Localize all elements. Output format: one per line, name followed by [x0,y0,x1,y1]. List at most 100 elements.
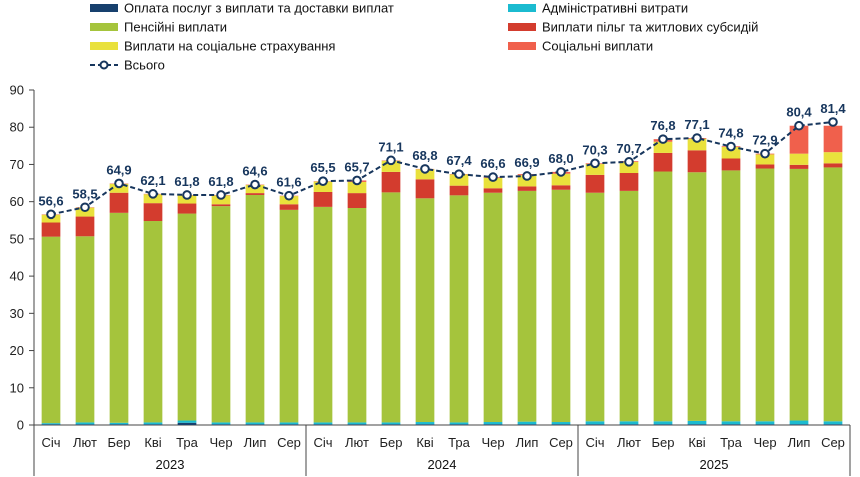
total-labels: 56,6 58,5 64,9 62,1 61,8 61,8 64,6 61,6 65,5 65,7… [38,101,846,208]
total-point [420,164,430,174]
total-data-label: 71,1 [378,139,403,154]
total-data-label: 68,8 [412,148,437,163]
total-data-label: 76,8 [650,118,675,133]
total-point [318,176,328,186]
x-tick-label: Січ [41,435,60,450]
bar-segment [755,424,775,425]
bar-segment [585,192,605,422]
bar-segment [245,194,265,423]
bar-segment [347,424,367,425]
total-point [386,155,396,166]
total-point [556,167,566,177]
legend-label: Всього [124,58,165,73]
bar-segment [653,171,673,422]
x-tick-label: Січ [585,435,604,450]
bar-segment [721,421,741,425]
bar-segment [245,193,265,195]
total-point [658,134,668,144]
bar-segment [313,206,333,423]
total-data-label: 68,0 [548,151,573,166]
total-data-label: 80,4 [786,105,812,120]
bar-segment [109,422,129,425]
total-data-label: 65,5 [310,160,335,175]
bar-segment [585,424,605,425]
bar-segment [415,179,435,199]
bar-segment [313,191,333,207]
x-tick-label: Лют [73,435,97,450]
total-point [760,148,770,159]
bar-segment [687,420,707,425]
total-data-label: 56,6 [38,193,63,208]
bar-segment [41,424,61,425]
total-data-label: 61,6 [276,175,301,190]
x-tick-label: Тра [176,435,198,450]
bar-segment [551,422,571,425]
bar-segment [381,424,401,425]
bar-segment [211,424,231,425]
bar-segment [75,216,95,237]
bar-segment [721,146,741,159]
bar-segment [789,153,809,165]
bar-segment [41,423,61,425]
total-data-label: 61,8 [208,174,233,189]
total-point [250,179,260,190]
total-point [148,189,158,199]
bar-segment [619,424,639,425]
bar-segment [687,138,707,151]
bar-segment [721,170,741,422]
bar-segment [415,169,435,180]
bar-segment [449,185,469,196]
bar-segment [789,420,809,425]
bar-segment [313,424,333,425]
bar-segment [517,175,537,187]
bar-segment [721,158,741,171]
bar-segment [177,203,197,214]
bar-segment [619,173,639,191]
total-point [692,133,702,143]
bar-segment [687,150,707,173]
bar-segment [517,421,537,425]
bar-segment [415,198,435,423]
bar-segment [109,183,129,193]
total-point [488,172,498,182]
bar-segment [347,207,367,423]
year-group-label: 2024 [428,457,457,472]
axes: 0 10 20 30 40 50 60 70 80 90 Січ Лют Бер Кві Тра Чер Лип… [10,83,851,476]
bar-segment [143,194,163,204]
x-tick-label: Чер [209,435,232,450]
bar-segment [177,422,197,425]
bar-segment [279,209,299,423]
bar-segment [619,421,639,425]
legend-label: Пенсійні виплати [124,20,227,35]
legend-swatch [90,42,118,50]
bar-segment [789,168,809,421]
total-data-label: 70,7 [616,141,641,156]
bar-segment [109,192,129,213]
bar-segment [517,186,537,191]
legend-swatch [508,42,536,50]
total-point [794,120,804,131]
bar-segment [75,207,95,217]
bar-segment [143,422,163,425]
bar-segment [211,195,231,205]
x-tick-label: Чер [481,435,504,450]
bar-segment [279,204,299,210]
bar-segment [279,424,299,425]
total-data-label: 58,5 [72,186,97,201]
bar-segment [75,236,95,423]
bar-segment [585,174,605,193]
bar-segment [687,424,707,425]
bar-segment [823,152,843,164]
bar-segment [211,206,231,423]
x-tick-label: Січ [313,435,332,450]
total-point [726,141,736,152]
bar-segment [143,203,163,222]
bar-segment [211,422,231,425]
total-point [80,202,90,213]
bar-segment [177,420,197,423]
bar-segment [823,163,843,168]
legend-label: Адміністративні витрати [542,1,688,16]
bar-segment [245,422,265,425]
total-data-label: 65,7 [344,159,369,174]
bar-segment [109,212,129,423]
